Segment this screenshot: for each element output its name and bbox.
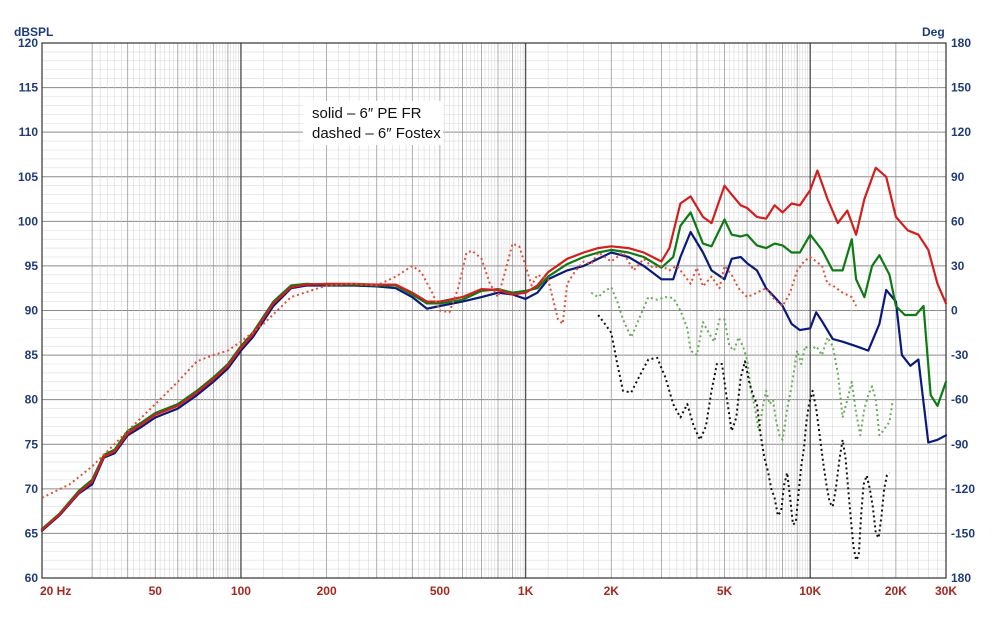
y-tick-labels: 120 115 110 105 100 95 90 85 80 75 70 65 60 (18, 36, 38, 585)
x-tick-label: 20 Hz (40, 584, 71, 598)
y2-tick-label: -60 (951, 393, 969, 407)
y2-tick-label: -90 (951, 437, 969, 451)
y-tick-label: 65 (25, 526, 39, 540)
legend-line-dashed: dashed – 6″ Fostex (312, 125, 441, 142)
y2-tick-label: 180 (951, 36, 971, 50)
legend-box: solid – 6″ PE FR dashed – 6″ Fostex (303, 101, 443, 145)
x-tick-label: 100 (231, 584, 251, 598)
y2-tick-label: 150 (951, 81, 971, 95)
x-tick-label: 200 (317, 584, 337, 598)
series-line-5 (590, 286, 894, 441)
series-group (40, 166, 948, 562)
y2-tick-label: 180 (951, 571, 971, 585)
y-tick-label: 105 (18, 170, 38, 184)
y-tick-label: 75 (25, 437, 39, 451)
y-tick-label: 115 (19, 81, 39, 95)
y-tick-label: 110 (19, 125, 39, 139)
series-line-4 (41, 242, 858, 499)
y2-tick-label: 90 (951, 170, 965, 184)
x-tick-label: 30K (935, 584, 957, 598)
x-tick-label: 1K (518, 584, 534, 598)
y2-tick-label: -30 (951, 348, 969, 362)
y2-tick-label: -150 (951, 526, 975, 540)
series-line-1 (40, 230, 948, 532)
y-tick-label: 85 (25, 348, 39, 362)
series-line-2 (40, 211, 948, 531)
y2-tick-label: 30 (951, 259, 965, 273)
y-tick-label: 60 (25, 571, 39, 585)
y-tick-label: 100 (18, 214, 38, 228)
y2-tick-labels: 180 150 120 90 60 30 0 -30 -60 -90 -120 -150 180 (951, 36, 975, 585)
grid (42, 43, 946, 578)
x-tick-label: 5K (717, 584, 733, 598)
y2-tick-label: -120 (951, 482, 975, 496)
series-line-6 (597, 314, 891, 562)
y2-tick-label: 0 (951, 304, 958, 318)
x-tick-label: 50 (149, 584, 163, 598)
x-tick-label: 500 (430, 584, 450, 598)
y2-tick-label: 60 (951, 214, 965, 228)
x-tick-label: 20K (885, 584, 907, 598)
y-tick-label: 70 (25, 482, 39, 496)
legend-background (303, 101, 443, 145)
x-tick-labels: 20 Hz 50 100 200 500 1K 2K 5K 10K 20K 30K (40, 584, 957, 598)
y2-tick-label: 120 (951, 125, 971, 139)
y-tick-label: 80 (25, 393, 39, 407)
x-tick-label: 2K (604, 584, 620, 598)
plot-frame (41, 42, 947, 579)
y-tick-label: 120 (18, 36, 38, 50)
y-tick-label: 95 (25, 259, 39, 273)
series-line-3 (40, 166, 948, 531)
y-tick-label: 90 (25, 304, 39, 318)
legend-line-solid: solid – 6″ PE FR (312, 105, 422, 122)
x-tick-label: 10K (799, 584, 821, 598)
right-unit-label: Deg (922, 25, 945, 39)
left-unit-label: dBSPL (14, 25, 53, 39)
